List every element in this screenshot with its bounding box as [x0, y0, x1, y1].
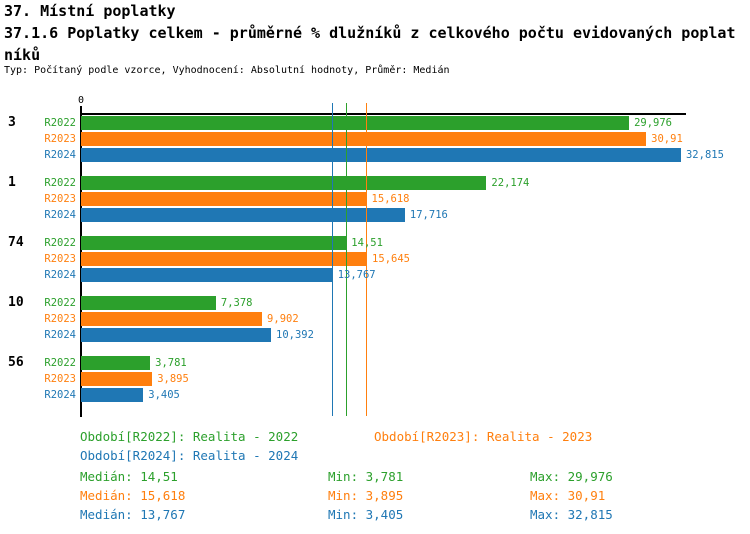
stat-min-r2024: Min: 3,405: [328, 507, 404, 522]
bar-value-label: 29,976: [634, 117, 673, 129]
bar-value-label: 10,392: [276, 329, 314, 341]
bar-value-label: 30,91: [651, 133, 683, 145]
bar-value-label: 15,618: [371, 193, 410, 205]
stat-median-r2022: Medián: 14,51: [80, 469, 178, 484]
bar-r2023: [81, 372, 153, 386]
chart-title-line2: níků: [4, 46, 41, 64]
stat-median-r2023: Medián: 15,618: [80, 488, 186, 503]
bar-value-label: 13,767: [337, 269, 376, 281]
bar-value-label: 7,378: [220, 297, 253, 309]
stat-min-r2023: Min: 3,895: [328, 488, 404, 503]
row-label-r2024: R2024: [44, 209, 76, 221]
x-axis-zero-tick-label: 0: [77, 95, 85, 106]
row-label-r2023: R2023: [44, 193, 76, 205]
bar-r2022: [81, 236, 347, 250]
bar-r2022: [81, 296, 216, 310]
row-label-r2023: R2023: [44, 253, 76, 265]
row-label-r2024: R2024: [44, 149, 76, 161]
median-line-r2024: [331, 103, 334, 416]
row-label-r2023: R2023: [44, 313, 76, 325]
bar-r2023: [81, 252, 368, 266]
row-label-r2022: R2022: [44, 177, 76, 189]
bar-r2023: [81, 312, 263, 326]
bar-r2023: [81, 132, 647, 146]
bar-value-label: 3,895: [157, 373, 189, 385]
bar-r2022: [81, 116, 630, 130]
row-label-r2022: R2022: [44, 237, 76, 249]
row-label-r2023: R2023: [44, 133, 76, 145]
bar-r2024: [81, 268, 333, 282]
row-label-r2022: R2022: [44, 297, 76, 309]
bar-value-label: 3,781: [155, 357, 187, 369]
row-label-r2022: R2022: [44, 117, 76, 129]
legend-r2022: Období[R2022]: Realita - 2022: [80, 429, 299, 444]
bar-value-label: 22,174: [491, 177, 530, 189]
row-label-r2022: R2022: [44, 357, 76, 369]
bar-r2022: [81, 356, 151, 370]
chart-title-line1: 37.1.6 Poplatky celkem - průměrné % dluž…: [4, 24, 736, 42]
bar-value-label: 32,815: [685, 149, 724, 161]
stat-max-r2022: Max: 29,976: [530, 469, 613, 484]
bar-r2024: [81, 148, 681, 162]
section-title: 37. Místní poplatky: [4, 2, 176, 20]
stat-median-r2024: Medián: 13,767: [80, 507, 186, 522]
group-label: 56: [8, 355, 24, 370]
legend-r2024: Období[R2024]: Realita - 2024: [80, 448, 299, 463]
stat-min-r2022: Min: 3,781: [328, 469, 404, 484]
group-label: 3: [8, 115, 16, 130]
chart-meta: Typ: Počítaný podle vzorce, Vyhodnocení:…: [4, 65, 450, 76]
bar-r2024: [81, 328, 271, 342]
bar-value-label: 9,902: [267, 313, 299, 325]
bar-value-label: 14,51: [351, 237, 383, 249]
median-line-r2023: [365, 103, 368, 416]
bar-value-label: 17,716: [409, 209, 448, 221]
legend-r2023: Období[R2023]: Realita - 2023: [374, 429, 593, 444]
group-label: 1: [8, 175, 16, 190]
row-label-r2023: R2023: [44, 373, 76, 385]
group-label: 74: [8, 235, 24, 250]
row-label-r2024: R2024: [44, 329, 76, 341]
group-label: 10: [8, 295, 24, 310]
row-label-r2024: R2024: [44, 269, 76, 281]
bar-r2023: [81, 192, 367, 206]
bar-value-label: 3,405: [148, 389, 180, 401]
median-line-r2022: [345, 103, 348, 416]
x-axis-line: [80, 113, 686, 115]
bar-r2024: [81, 208, 405, 222]
bar-r2022: [81, 176, 487, 190]
bar-value-label: 15,645: [372, 253, 410, 265]
stat-max-r2023: Max: 30,91: [530, 488, 606, 503]
row-label-r2024: R2024: [44, 389, 76, 401]
bar-r2024: [81, 388, 144, 402]
stat-max-r2024: Max: 32,815: [530, 507, 613, 522]
